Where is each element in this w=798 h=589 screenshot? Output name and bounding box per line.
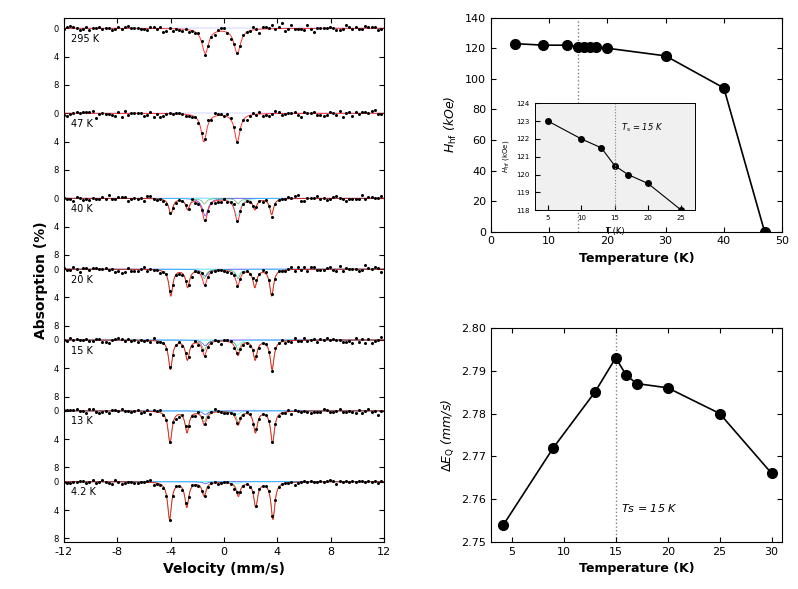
Text: 20 K: 20 K [70, 275, 93, 285]
Text: 15 K: 15 K [70, 346, 93, 356]
X-axis label: Temperature (K): Temperature (K) [579, 252, 694, 265]
Text: 40 K: 40 K [70, 204, 93, 214]
Text: 13 K: 13 K [70, 416, 93, 426]
Y-axis label: Absorption (%): Absorption (%) [34, 221, 48, 339]
Text: 295 K: 295 K [70, 34, 99, 44]
Text: 47 K: 47 K [70, 119, 93, 129]
X-axis label: Velocity (mm/s): Velocity (mm/s) [163, 562, 285, 576]
X-axis label: Temperature (K): Temperature (K) [579, 562, 694, 575]
Text: 4.2 K: 4.2 K [70, 487, 96, 497]
Y-axis label: $\Delta E_{\rm Q}$ (mm/s): $\Delta E_{\rm Q}$ (mm/s) [439, 398, 456, 472]
Text: $T$s = 15 K: $T$s = 15 K [621, 502, 678, 514]
Y-axis label: $H_{\rm hf}$ (kOe): $H_{\rm hf}$ (kOe) [444, 96, 460, 154]
